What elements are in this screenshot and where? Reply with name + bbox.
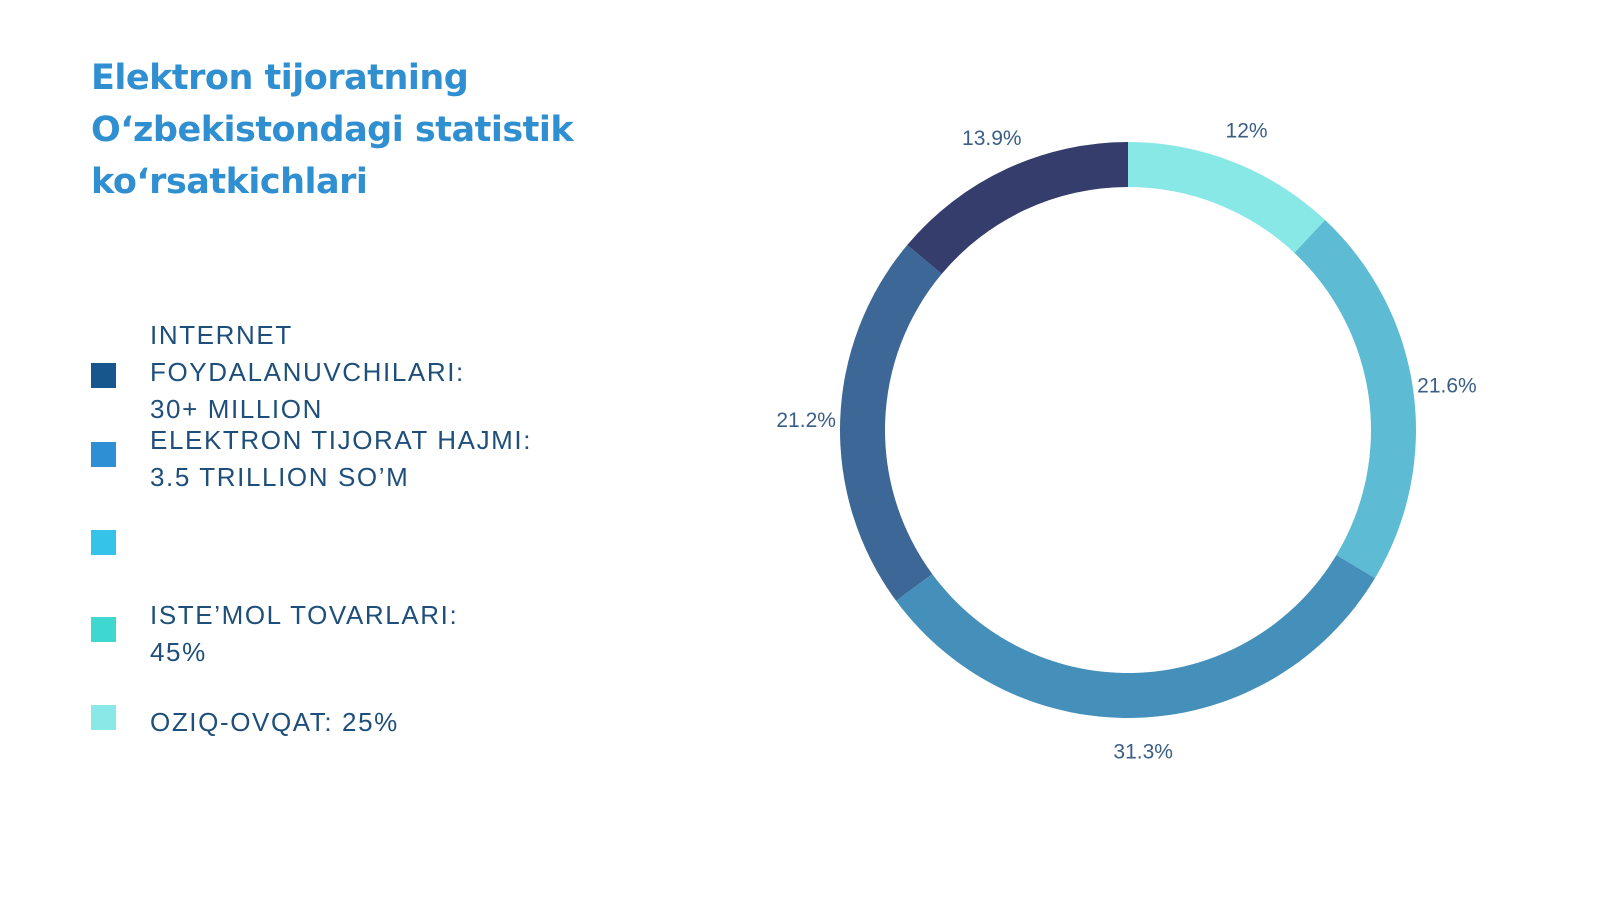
legend-label: ELEKTRON TIJORAT HAJMI: 3.5 TRILLION SO’… [150,425,533,492]
donut-slice-1 [1128,142,1326,253]
donut-slice-2 [1294,220,1416,579]
legend-swatch [91,530,116,555]
legend-swatch [91,363,116,388]
slice-label-3: 31.3% [1113,741,1173,764]
legend-swatch [91,617,116,642]
title-line-3: ko‘rsatkichlari [91,162,368,202]
legend-label: ISTE’MOL TOVARLARI: 45% [150,600,459,667]
legend-label: OZIQ-OVQAT: 25% [150,707,399,737]
legend-label: INTERNET FOYDALANUVCHILARI: 30+ MILLION [150,320,465,424]
legend-swatch [91,442,116,467]
donut-slice-5 [907,142,1128,274]
legend-swatch [91,705,116,730]
donut-chart-svg: 12% 21.6% 31.3% 21.2% 13.9% [776,120,1477,764]
title-line-1: Elektron tijoratning [91,58,469,98]
slice-label-1: 12% [1226,120,1268,143]
donut-chart: 12% 21.6% 31.3% 21.2% 13.9% [760,110,1540,790]
slice-label-2: 21.6% [1417,375,1477,398]
donut-slice-3 [896,555,1375,718]
slice-label-5: 13.9% [962,127,1022,150]
title-line-2: O‘zbekistondagi statistik [91,110,574,150]
legend: INTERNET FOYDALANUVCHILARI: 30+ MILLION … [91,0,611,900]
page-title: Elektron tijoratning O‘zbekistondagi sta… [91,52,651,208]
donut-slice-4 [840,245,942,601]
slice-label-4: 21.2% [776,409,836,432]
